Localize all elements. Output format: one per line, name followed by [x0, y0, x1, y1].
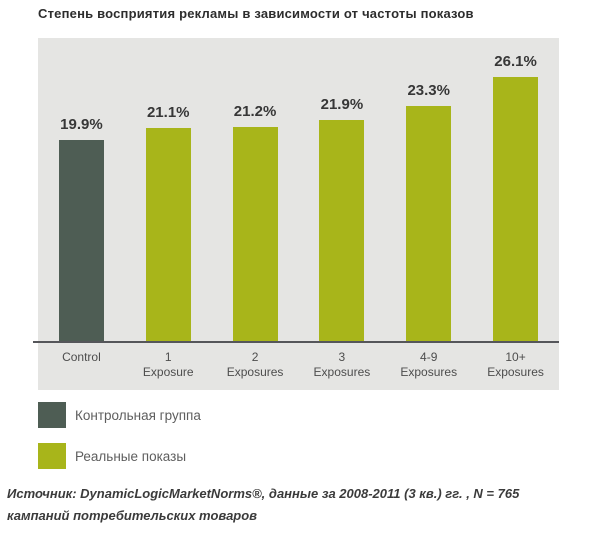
x-axis-label: Control: [62, 350, 101, 364]
source-note-line2: кампаний потребительских товаров: [7, 508, 258, 523]
x-axis-label: 10+ Exposures: [487, 350, 544, 379]
plot-area: 19.9% 21.1% 21.2% 21.9% 23.3% 26.1% Control 1 E…: [33, 38, 559, 390]
bar-column: 26.1%: [472, 38, 559, 341]
legend-label-control: Контрольная группа: [75, 407, 201, 423]
bars-row: 19.9% 21.1% 21.2% 21.9% 23.3% 26.1%: [38, 38, 559, 341]
bar-column: 21.2%: [212, 38, 299, 341]
bar-column: 19.9%: [38, 38, 125, 341]
x-axis-label: 2 Exposures: [226, 350, 284, 379]
chart-title: Степень восприятия рекламы в зависимости…: [38, 6, 474, 21]
bar-value-label: 21.1%: [146, 104, 190, 121]
exposure-bar: [406, 106, 452, 341]
source-note: Источник: DynamicLogicMarketNorms®, данн…: [7, 483, 519, 527]
control-bar: [58, 140, 104, 341]
bar-column: 21.9%: [298, 38, 385, 341]
exposure-bar: [232, 127, 278, 341]
exposures-swatch-icon: [38, 443, 66, 469]
exposure-bar: [319, 120, 365, 341]
exposure-bar: [493, 77, 539, 341]
bar-value-label: 19.9%: [60, 116, 103, 133]
bar-value-label: 23.3%: [407, 82, 450, 99]
x-axis-label: 4-9 Exposures: [400, 350, 458, 379]
control-swatch-icon: [38, 402, 66, 428]
legend-label-exposures: Реальные показы: [75, 448, 187, 464]
bar-column: 21.1%: [125, 38, 212, 341]
legend: Контрольная группа Реальные показы: [38, 402, 201, 484]
x-axis-label: 1 Exposure: [142, 350, 194, 379]
xlabels-row: Control 1 Exposure 2 Exposures 3 Exposures 4-9 E…: [38, 350, 559, 380]
x-axis-label: 3 Exposures: [313, 350, 371, 379]
bar-value-label: 21.9%: [320, 96, 364, 113]
x-axis-line: [33, 341, 559, 343]
source-note-line1: Источник: DynamicLogicMarketNorms®, данн…: [7, 486, 520, 501]
exposure-bar: [145, 128, 191, 341]
bar-value-label: 21.2%: [233, 103, 277, 120]
bar-column: 23.3%: [385, 38, 472, 341]
legend-item-exposures: Реальные показы: [38, 443, 201, 469]
bar-value-label: 26.1%: [494, 53, 537, 70]
legend-item-control: Контрольная группа: [38, 402, 201, 428]
